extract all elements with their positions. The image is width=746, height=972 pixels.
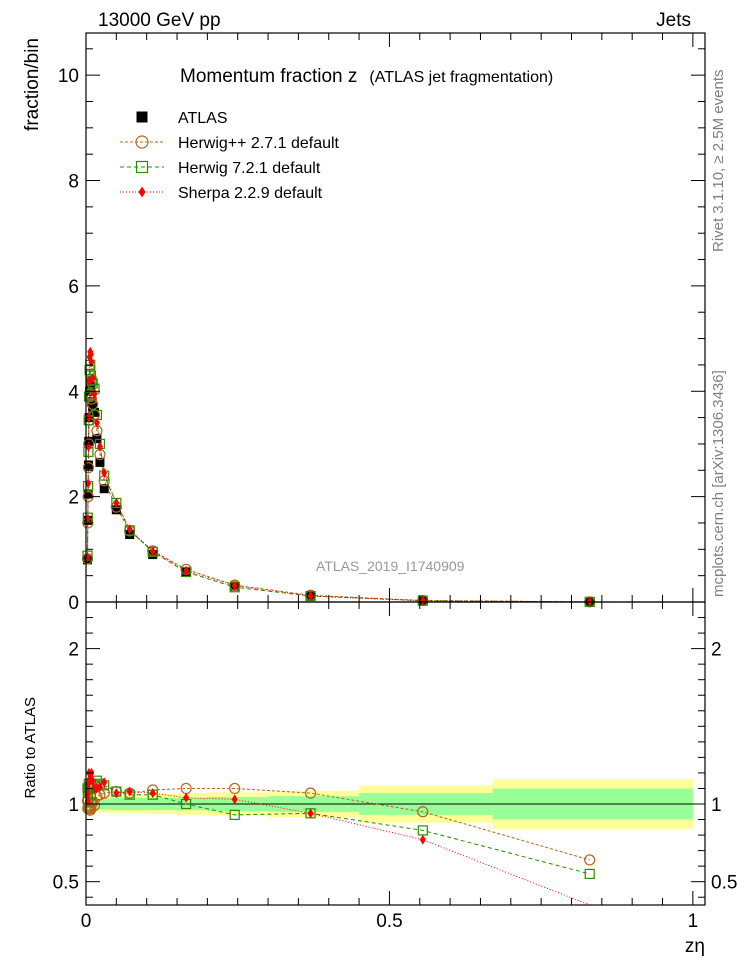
chart-title-main: Momentum fraction z bbox=[180, 66, 357, 87]
legend-marker bbox=[135, 160, 149, 174]
legend-marker bbox=[138, 186, 146, 198]
series-line-herwig-7-2-1-default bbox=[87, 364, 590, 603]
data-point-atlas bbox=[84, 436, 94, 446]
data-point-sherpa-2-2-9-default bbox=[183, 565, 190, 576]
series-line-sherpa-2-2-9-default bbox=[87, 351, 590, 603]
ratio-y-tick-label: 1 bbox=[68, 795, 79, 816]
data-point-sherpa-2-2-9-default bbox=[89, 373, 96, 384]
legend-marker bbox=[136, 111, 148, 123]
data-point-sherpa-2-2-9-default bbox=[85, 478, 92, 489]
ratio-point-herwig-2-7-1-default bbox=[584, 854, 596, 866]
ratio-plot-frame bbox=[85, 601, 706, 906]
axis-ticks bbox=[85, 33, 705, 905]
header-left-label: 13000 GeV pp bbox=[98, 10, 221, 31]
x-tick-label: 1 bbox=[688, 911, 699, 932]
data-point-sherpa-2-2-9-default bbox=[101, 467, 108, 478]
legend-entry: ATLAS bbox=[136, 110, 228, 127]
data-point-atlas bbox=[95, 457, 105, 467]
x-tick-label: 0 bbox=[81, 911, 92, 932]
chart-title: Momentum fraction z (ATLAS jet fragmentat… bbox=[180, 66, 553, 87]
legend-entry: Sherpa 2.2.9 default bbox=[120, 185, 323, 202]
ratio-point-herwig-7-2-1-default bbox=[229, 809, 240, 820]
chart-title-sub: (ATLAS jet fragmentation) bbox=[369, 69, 553, 86]
ratio-point-herwig-2-7-1-default bbox=[304, 787, 317, 799]
y-tick-label: 6 bbox=[68, 277, 79, 298]
ratio-point-herwig-2-7-1-default bbox=[417, 806, 429, 818]
y-tick-label: 0 bbox=[68, 593, 79, 614]
ratio-point-herwig-7-2-1-default bbox=[584, 868, 595, 880]
legend-label: ATLAS bbox=[178, 110, 228, 127]
data-point-sherpa-2-2-9-default bbox=[87, 349, 94, 360]
data-point-herwig-7-2-1-default bbox=[84, 365, 95, 376]
data-point-sherpa-2-2-9-default bbox=[307, 591, 314, 602]
ratio-line-herwig-2-7-1-default bbox=[87, 788, 590, 861]
ratio-point-sherpa-2-2-9-default bbox=[113, 788, 120, 799]
y-tick-label: 8 bbox=[68, 172, 79, 193]
ratio-y-tick-label-right: 0.5 bbox=[711, 873, 737, 894]
y-tick-label: 2 bbox=[68, 488, 79, 509]
x-axis-label: zη bbox=[685, 936, 705, 957]
data-point-sherpa-2-2-9-default bbox=[231, 580, 238, 591]
data-point-sherpa-2-2-9-default bbox=[149, 546, 156, 557]
data-point-atlas bbox=[89, 407, 99, 417]
analysis-watermark: ATLAS_2019_I1740909 bbox=[316, 558, 465, 574]
y-tick-label: 10 bbox=[58, 66, 79, 87]
legend-marker bbox=[135, 135, 149, 149]
ratio-y-axis-label: Ratio to ATLAS bbox=[22, 697, 39, 798]
legend: ATLAS Herwig++ 2.7.1 default Herwig 7.2.1 … bbox=[120, 110, 340, 202]
y-tick-label: 4 bbox=[68, 382, 79, 403]
data-point-sherpa-2-2-9-default bbox=[126, 524, 133, 535]
data-point-sherpa-2-2-9-default bbox=[93, 417, 100, 428]
ratio-point-sherpa-2-2-9-default bbox=[126, 786, 133, 797]
data-point-atlas bbox=[83, 489, 93, 499]
rivet-version-label: Rivet 3.1.10, ≥ 2.5M events bbox=[710, 70, 727, 253]
legend-entry: Herwig 7.2.1 default bbox=[120, 160, 321, 177]
legend-label: Herwig++ 2.7.1 default bbox=[178, 135, 340, 152]
ratio-point-sherpa-2-2-9-default bbox=[96, 781, 103, 792]
legend-label: Herwig 7.2.1 default bbox=[178, 160, 321, 177]
ratio-point-sherpa-2-2-9-default bbox=[307, 808, 314, 819]
header-right-label: Jets bbox=[656, 10, 691, 31]
ratio-y-tick-label: 2 bbox=[68, 640, 79, 661]
data-point-herwig-2-7-1-default bbox=[82, 462, 95, 474]
ratio-y-tick-label-right: 2 bbox=[711, 640, 722, 661]
y-axis-label: fraction/bin bbox=[22, 38, 43, 131]
ratio-y-tick-label-right: 1 bbox=[711, 795, 722, 816]
ratio-point-herwig-2-7-1-default bbox=[229, 782, 241, 795]
data-point-herwig-2-7-1-default bbox=[87, 398, 99, 411]
legend-label: Sherpa 2.2.9 default bbox=[178, 185, 323, 202]
ratio-point-sherpa-2-2-9-default bbox=[149, 788, 156, 799]
ratio-point-sherpa-2-2-9-default bbox=[89, 775, 96, 786]
mcplots-label: mcplots.cern.ch [arXiv:1306.3436] bbox=[710, 370, 727, 597]
data-point-sherpa-2-2-9-default bbox=[96, 441, 103, 452]
data-point-atlas bbox=[99, 484, 109, 494]
ratio-point-sherpa-2-2-9-default bbox=[419, 834, 426, 845]
data-point-atlas bbox=[88, 402, 98, 412]
ratio-point-sherpa-2-2-9-default bbox=[231, 794, 238, 805]
data-point-sherpa-2-2-9-default bbox=[419, 595, 426, 606]
data-point-atlas bbox=[83, 460, 93, 470]
data-point-atlas bbox=[92, 434, 102, 444]
ratio-y-tick-label: 0.5 bbox=[53, 873, 79, 894]
data-point-sherpa-2-2-9-default bbox=[113, 497, 120, 508]
ratio-point-sherpa-2-2-9-default bbox=[183, 792, 190, 803]
ratio-bands bbox=[86, 779, 705, 829]
legend-entry: Herwig++ 2.7.1 default bbox=[120, 135, 340, 152]
ratio-point-sherpa-2-2-9-default bbox=[101, 777, 108, 788]
data-point-atlas bbox=[111, 505, 121, 515]
x-tick-label: 0.5 bbox=[376, 911, 402, 932]
